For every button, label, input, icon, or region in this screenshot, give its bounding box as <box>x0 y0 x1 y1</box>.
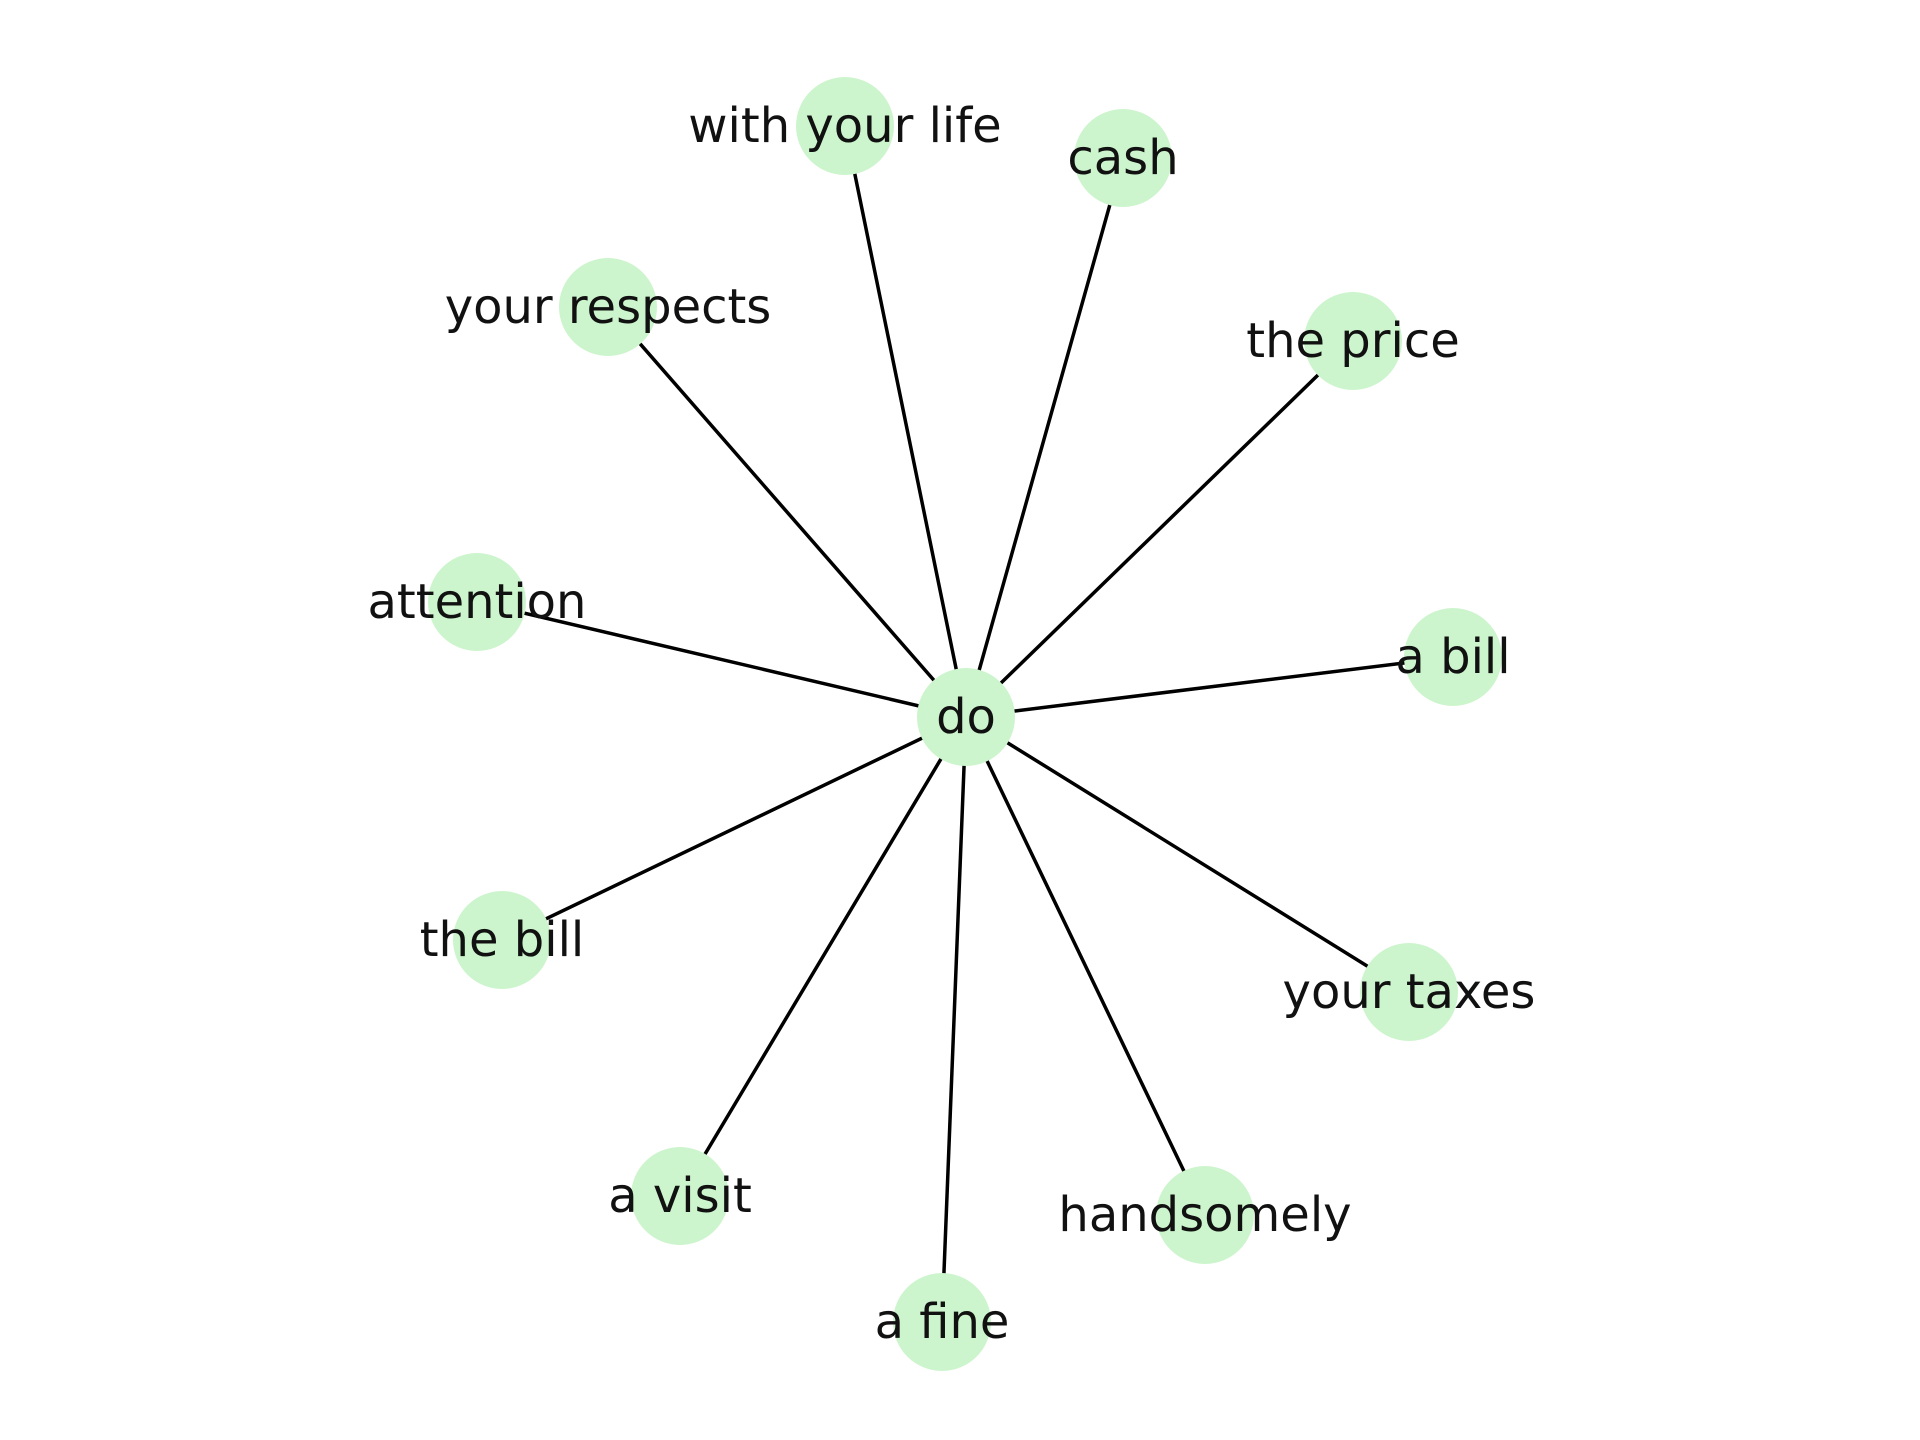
node-do: do <box>917 668 1015 766</box>
node-circle-a-visit <box>631 1147 729 1245</box>
node-label-do: do <box>936 689 996 745</box>
node-your-taxes: your taxes <box>1283 943 1536 1041</box>
node-circle-cash <box>1074 109 1172 207</box>
node-circle-handsomely <box>1156 1166 1254 1264</box>
edge-do-cash <box>964 156 1125 719</box>
node-circle-do <box>917 668 1015 766</box>
node-the-bill: the bill <box>420 891 585 989</box>
edge-do-a-fine <box>940 715 968 1324</box>
node-the-price: the price <box>1246 292 1460 390</box>
node-label-your-respects: your respects <box>445 279 772 335</box>
node-label-cash: cash <box>1067 130 1178 186</box>
node-label-with-your-life: with your life <box>688 98 1001 154</box>
node-a-fine: a fine <box>875 1273 1010 1371</box>
node-handsomely: handsomely <box>1058 1166 1352 1264</box>
node-a-bill: a bill <box>1395 608 1511 706</box>
node-label-the-bill: the bill <box>420 912 585 968</box>
edge-do-the-price <box>964 339 1355 719</box>
node-label-your-taxes: your taxes <box>1283 964 1536 1020</box>
edge-do-your-respects <box>606 305 968 719</box>
node-circle-a-bill <box>1404 608 1502 706</box>
node-label-handsomely: handsomely <box>1058 1187 1351 1243</box>
node-circle-your-taxes <box>1360 943 1458 1041</box>
node-a-visit: a visit <box>608 1147 752 1245</box>
edge-do-attention <box>475 600 968 719</box>
edges-layer <box>475 124 1455 1324</box>
edge-do-your-taxes <box>964 715 1411 994</box>
node-label-a-fine: a fine <box>875 1294 1010 1350</box>
edge-do-handsomely <box>964 715 1207 1217</box>
edge-do-the-bill <box>500 715 968 942</box>
edge-do-a-visit <box>678 715 968 1198</box>
node-your-respects: your respects <box>445 258 772 356</box>
node-label-the-price: the price <box>1246 313 1460 369</box>
node-label-a-bill: a bill <box>1395 629 1510 685</box>
node-circle-a-fine <box>893 1273 991 1371</box>
node-circle-attention <box>428 553 526 651</box>
node-circle-the-price <box>1304 292 1402 390</box>
edge-do-with-your-life <box>843 124 968 719</box>
node-label-attention: attention <box>368 574 587 630</box>
node-circle-with-your-life <box>796 77 894 175</box>
node-attention: attention <box>368 553 587 651</box>
nodes-layer: do with your life cash your respects the pri… <box>368 77 1536 1371</box>
node-circle-the-bill <box>453 891 551 989</box>
node-cash: cash <box>1067 109 1179 207</box>
node-with-your-life: with your life <box>688 77 1002 175</box>
node-label-a-visit: a visit <box>608 1168 752 1224</box>
edge-do-a-bill <box>964 655 1455 719</box>
node-circle-your-respects <box>559 258 657 356</box>
